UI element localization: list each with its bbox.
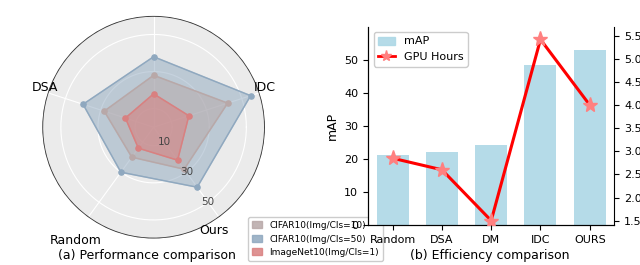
Text: (a) Performance comparison: (a) Performance comparison [58,249,236,262]
Text: IDC: IDC [253,81,275,94]
Text: Ours: Ours [200,224,229,237]
Text: DSA: DSA [32,81,58,94]
Text: 30: 30 [180,167,193,177]
Bar [573,50,606,225]
Point [148,73,159,77]
Point [120,116,131,120]
Bar [475,145,508,225]
Point [172,158,182,162]
Point [192,185,202,189]
Text: Random: Random [51,234,102,247]
Legend: mAP, GPU Hours: mAP, GPU Hours [374,32,468,67]
Bar [376,155,409,225]
Point [223,101,233,105]
Point [148,55,159,59]
Text: 10: 10 [158,137,171,147]
Point [179,167,189,171]
Point [116,170,126,174]
Point [133,146,143,150]
Text: (b) Efficiency comparison: (b) Efficiency comparison [410,249,570,262]
Polygon shape [83,57,251,187]
Point [148,92,159,96]
Polygon shape [125,94,189,160]
Bar [426,152,458,225]
Text: 50: 50 [202,197,214,207]
Bar [524,65,557,225]
Point [78,102,88,106]
Polygon shape [104,75,228,169]
Y-axis label: mAP: mAP [326,112,339,140]
Legend: CIFAR10(Img/Cls=10), CIFAR10(Img/Cls=50), ImageNet10(Img/Cls=1): CIFAR10(Img/Cls=10), CIFAR10(Img/Cls=50)… [248,218,383,261]
Point [184,114,194,118]
Point [127,155,137,159]
Point [99,109,109,113]
Point [246,94,256,98]
